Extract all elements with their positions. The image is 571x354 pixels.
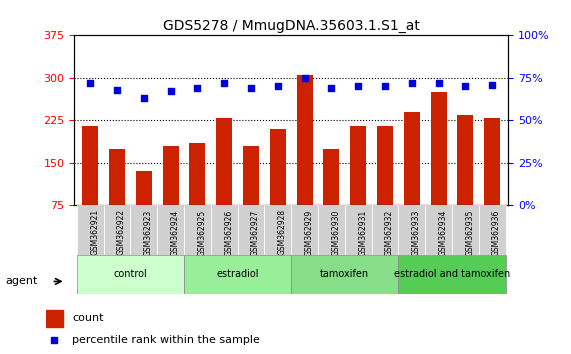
Bar xyxy=(291,205,318,255)
Point xyxy=(488,82,497,87)
Bar xyxy=(157,205,184,255)
Bar xyxy=(372,205,399,255)
Bar xyxy=(136,171,152,248)
Text: GSM362932: GSM362932 xyxy=(385,209,394,256)
Bar xyxy=(184,255,291,294)
Text: GSM362922: GSM362922 xyxy=(117,209,126,255)
Bar xyxy=(109,149,125,248)
Point xyxy=(166,88,175,94)
Point xyxy=(353,84,363,89)
Bar xyxy=(377,126,393,248)
Point xyxy=(327,85,336,91)
Bar xyxy=(264,205,291,255)
Text: GSM362921: GSM362921 xyxy=(90,209,99,255)
Bar xyxy=(216,118,232,248)
Text: GSM362934: GSM362934 xyxy=(439,209,448,256)
Text: tamoxifen: tamoxifen xyxy=(320,269,369,279)
Text: GSM362927: GSM362927 xyxy=(251,209,260,256)
Point xyxy=(220,80,229,86)
Point xyxy=(247,85,256,91)
Point xyxy=(461,84,470,89)
Text: GSM362928: GSM362928 xyxy=(278,209,287,255)
Point xyxy=(380,84,389,89)
Bar xyxy=(350,126,366,248)
Text: GSM362923: GSM362923 xyxy=(144,209,153,256)
Point xyxy=(139,96,148,101)
Bar xyxy=(190,143,206,248)
Bar xyxy=(184,205,211,255)
Point xyxy=(434,80,443,86)
Bar xyxy=(238,205,264,255)
Bar xyxy=(104,205,131,255)
Point xyxy=(193,85,202,91)
Text: GSM362925: GSM362925 xyxy=(198,209,207,256)
Bar xyxy=(484,118,500,248)
Bar xyxy=(478,205,505,255)
Text: GSM362924: GSM362924 xyxy=(171,209,180,256)
Bar xyxy=(399,255,505,294)
Text: GSM362933: GSM362933 xyxy=(412,209,421,256)
Bar xyxy=(131,205,157,255)
Point xyxy=(112,87,122,93)
Bar xyxy=(46,310,63,326)
Text: GSM362936: GSM362936 xyxy=(492,209,501,256)
Bar xyxy=(291,255,399,294)
Bar xyxy=(404,112,420,248)
Point xyxy=(50,337,59,343)
Bar xyxy=(345,205,372,255)
Text: GSM362930: GSM362930 xyxy=(331,209,340,256)
Title: GDS5278 / MmugDNA.35603.1.S1_at: GDS5278 / MmugDNA.35603.1.S1_at xyxy=(163,19,420,33)
Bar xyxy=(457,115,473,248)
Text: GSM362926: GSM362926 xyxy=(224,209,233,256)
Bar xyxy=(211,205,238,255)
Text: count: count xyxy=(73,313,104,323)
Bar xyxy=(163,146,179,248)
Bar xyxy=(77,205,104,255)
Point xyxy=(274,84,283,89)
Text: GSM362931: GSM362931 xyxy=(358,209,367,256)
Bar xyxy=(77,255,184,294)
Bar xyxy=(431,92,447,248)
Text: estradiol and tamoxifen: estradiol and tamoxifen xyxy=(394,269,510,279)
Bar xyxy=(452,205,478,255)
Bar xyxy=(82,126,98,248)
Text: agent: agent xyxy=(6,276,38,286)
Bar xyxy=(243,146,259,248)
Text: GSM362929: GSM362929 xyxy=(304,209,313,256)
Bar xyxy=(296,75,313,248)
Point xyxy=(300,75,309,81)
Text: GSM362935: GSM362935 xyxy=(465,209,475,256)
Text: estradiol: estradiol xyxy=(216,269,259,279)
Point xyxy=(407,80,416,86)
Bar xyxy=(323,149,339,248)
Bar xyxy=(399,205,425,255)
Bar xyxy=(425,205,452,255)
Text: percentile rank within the sample: percentile rank within the sample xyxy=(73,335,260,346)
Text: control: control xyxy=(114,269,147,279)
Bar xyxy=(318,205,345,255)
Point xyxy=(86,80,95,86)
Bar xyxy=(270,129,286,248)
